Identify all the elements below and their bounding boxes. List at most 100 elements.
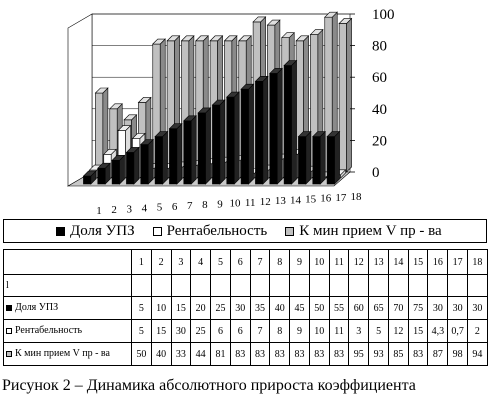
table-cell: 5 xyxy=(368,319,389,343)
bar-top xyxy=(166,35,181,42)
x-tick-label: 5 xyxy=(157,202,163,214)
table-cell: 6 xyxy=(210,319,231,343)
table-cell: 83 xyxy=(407,342,429,366)
bar-top xyxy=(154,131,169,137)
bar-side xyxy=(205,107,211,185)
bar-top xyxy=(82,170,97,177)
x-tick-label: 6 xyxy=(172,201,178,213)
bar-top xyxy=(111,155,126,161)
table-row: К мин прием V пр - ва 50 40 33 44 81 83 83 83 83 8… xyxy=(3,342,488,366)
bar xyxy=(226,91,240,185)
table-cell: 44 xyxy=(190,342,212,366)
bar-top xyxy=(269,68,283,74)
table-cell: 20 xyxy=(190,296,212,320)
bar xyxy=(297,130,312,185)
table-cell xyxy=(427,274,449,297)
table-cell xyxy=(368,274,389,297)
chart-bars xyxy=(82,11,353,185)
table-cell: 25 xyxy=(210,296,231,320)
bar-front xyxy=(269,73,278,185)
table-cell: 95 xyxy=(348,342,370,366)
table-cell: 83 xyxy=(308,342,330,366)
bar-top xyxy=(281,32,295,39)
y-axis: 0 20 40 60 80 100 xyxy=(350,7,395,181)
table-cell xyxy=(308,274,330,297)
table-cell: 60 xyxy=(348,296,370,320)
bar-front xyxy=(183,120,192,185)
bar-top xyxy=(326,131,341,137)
table-cell: 83 xyxy=(269,342,291,366)
table-column-header: 5 xyxy=(210,249,231,275)
bar-front xyxy=(154,136,163,185)
row-label: Доля УПЗ xyxy=(15,302,59,314)
table-cell: 15 xyxy=(150,319,172,343)
table-column-header: 6 xyxy=(229,249,251,275)
x-tick-label: 4 xyxy=(142,203,148,215)
table-cell xyxy=(190,274,212,297)
legend-swatch-share xyxy=(56,226,65,236)
x-tick-label: 1 xyxy=(96,205,102,217)
table-corner-cell xyxy=(3,249,132,275)
table-column-header: 17 xyxy=(447,249,469,275)
bar xyxy=(154,130,169,185)
bar-top xyxy=(297,131,312,137)
bar-top xyxy=(240,83,255,90)
bar xyxy=(283,59,298,185)
bar-top xyxy=(183,115,197,122)
table-cell: 75 xyxy=(407,296,429,320)
table-cell: 93 xyxy=(368,342,389,366)
y-tick-label: 80 xyxy=(372,39,387,55)
bar-top xyxy=(226,91,240,98)
bar-top xyxy=(152,38,166,45)
y-tick-label: 20 xyxy=(372,133,387,149)
bar-side xyxy=(262,75,269,185)
table-column-header: 4 xyxy=(190,249,212,275)
bar-side xyxy=(305,130,312,185)
x-tick-label: 13 xyxy=(275,195,287,207)
table-row-header: К мин прием V пр - ва xyxy=(3,342,132,366)
table-column-header: 11 xyxy=(328,249,350,275)
bar-top xyxy=(195,35,209,42)
bar-top xyxy=(140,139,154,145)
table-cell xyxy=(170,274,192,297)
table-cell: 12 xyxy=(387,319,409,343)
row-label: К мин прием V пр - ва xyxy=(15,348,110,360)
x-tick-label: 3 xyxy=(126,203,132,215)
table-column-header: 14 xyxy=(387,249,409,275)
bar-top xyxy=(109,103,123,110)
bar-top xyxy=(295,35,310,42)
bar-front xyxy=(240,88,249,185)
table-cell: 15 xyxy=(170,296,192,320)
table-cell: 98 xyxy=(447,342,469,366)
data-table: 1 2 3 4 5 6 7 8 9 10 11 12 13 14 15 16 17 18 l Доля УПЗ 5 10 1… xyxy=(3,249,488,366)
table-cell: 11 xyxy=(328,319,350,343)
table-cell: 4,3 xyxy=(427,319,449,343)
table-cell: 8 xyxy=(269,319,291,343)
table-cell: 0,7 xyxy=(447,319,469,343)
bar-top xyxy=(338,18,353,24)
table-cell: 40 xyxy=(269,296,291,320)
table-column-header: 7 xyxy=(249,249,271,275)
bar xyxy=(326,130,341,185)
bar-front xyxy=(197,112,206,185)
bar-side xyxy=(219,99,226,185)
bar-front xyxy=(140,144,149,185)
table-cell: 40 xyxy=(150,342,172,366)
chart-legend: Доля УПЗ Рентабельность К мин прием V пр… xyxy=(3,219,487,243)
table-cell: 81 xyxy=(210,342,231,366)
table-cell xyxy=(387,274,409,297)
legend-swatch-coefficient xyxy=(285,226,295,236)
table-cell: 6 xyxy=(229,319,251,343)
bar-side xyxy=(147,138,154,185)
x-tick-label: 15 xyxy=(305,193,317,205)
y-tick-label: 60 xyxy=(372,70,387,86)
bar xyxy=(211,99,226,185)
legend-label-share: Доля УПЗ xyxy=(70,222,135,239)
table-cell: 30 xyxy=(447,296,469,320)
bar-front xyxy=(255,81,264,185)
legend-item-coefficient: К мин прием V пр - ва xyxy=(285,223,442,240)
table-cell xyxy=(407,274,429,297)
table-cell: 30 xyxy=(170,319,192,343)
table-cell: 10 xyxy=(150,296,172,320)
table-column-header: 18 xyxy=(467,249,488,275)
